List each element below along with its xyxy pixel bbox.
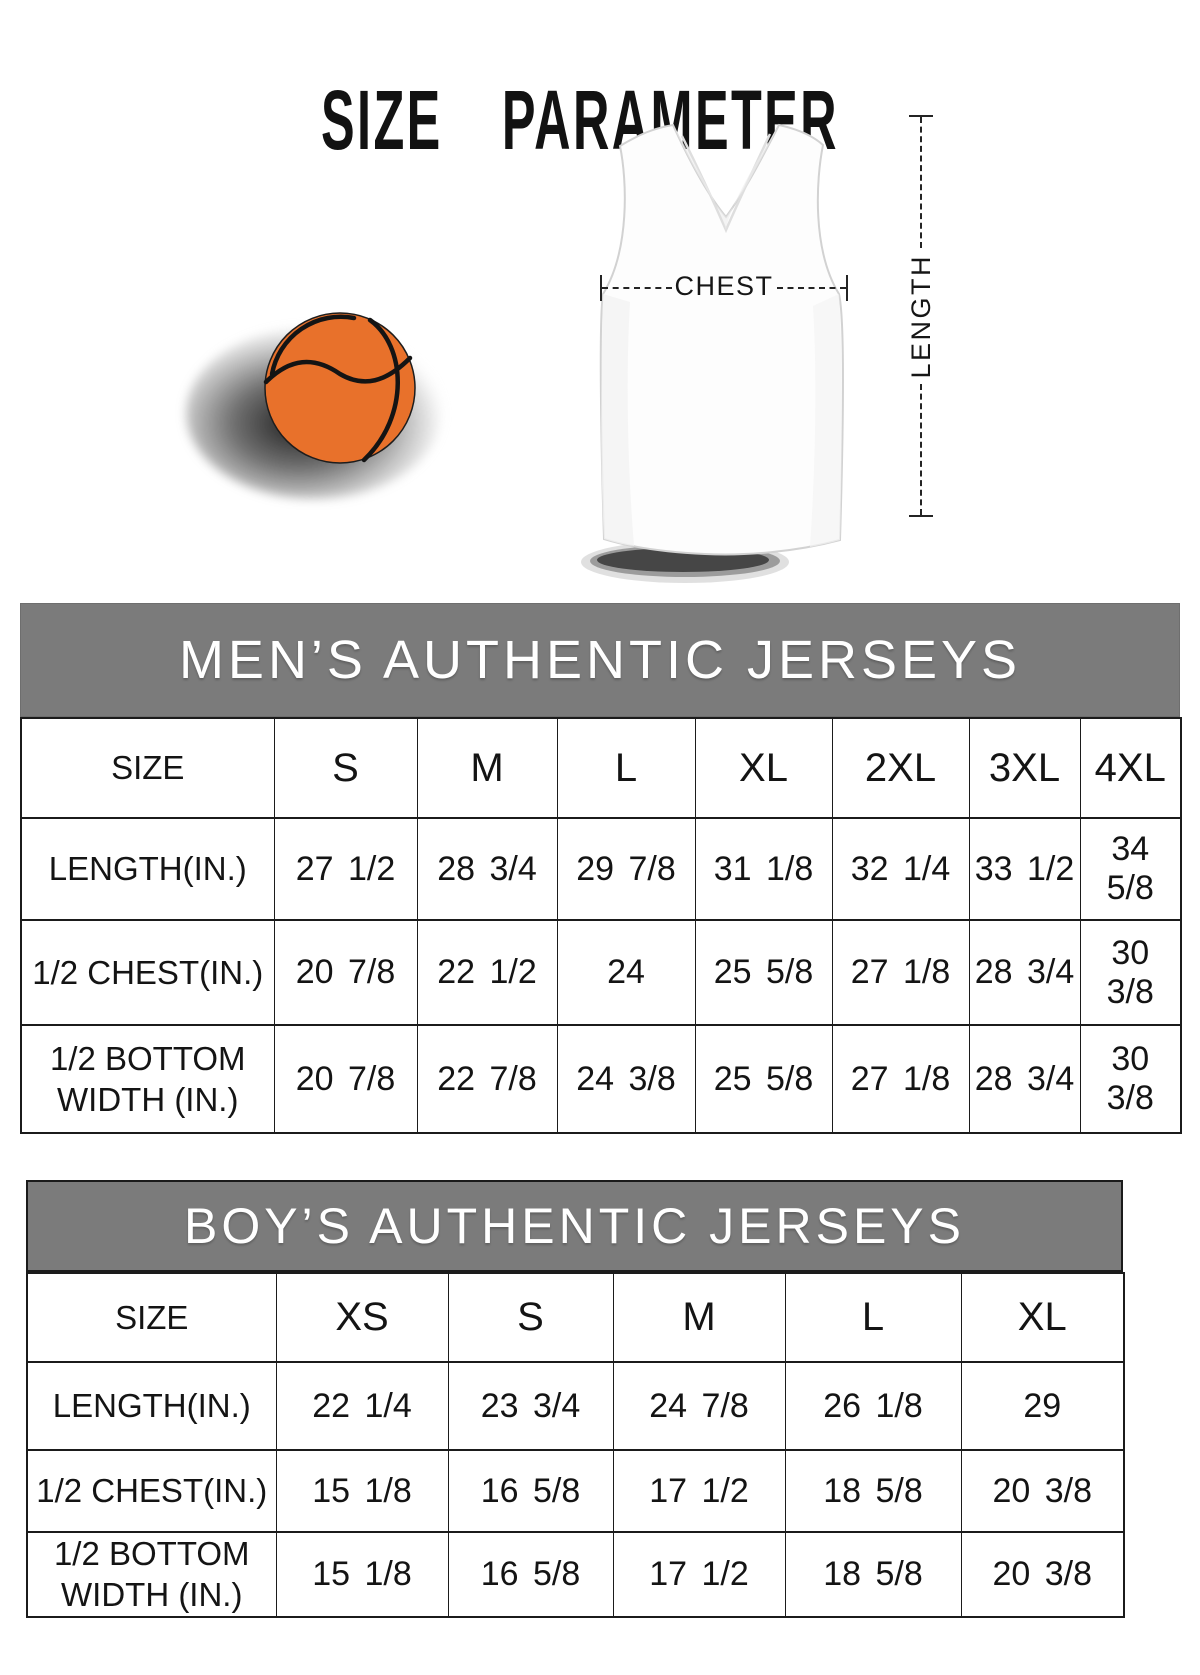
table-header-row: SIZE S M L XL 2XL 3XL 4XL (20, 717, 1182, 819)
table-cell: 20 3/8 (960, 1449, 1125, 1533)
table-cell: 28 3/4 (416, 817, 558, 921)
table-cell: 17 1/2 (612, 1531, 786, 1618)
table-cell: 29 7/8 (556, 817, 696, 921)
table-row: 1/2 CHEST(IN.) 20 7/8 22 1/2 24 25 5/8 2… (20, 919, 1182, 1026)
boys-table-title: BOY’S AUTHENTIC JERSEYS (26, 1180, 1123, 1272)
chest-tick-right (846, 275, 849, 301)
table-cell: 15 1/8 (275, 1531, 449, 1618)
table-cell: 18 5/8 (784, 1449, 962, 1533)
length-tick-top (909, 115, 933, 117)
column-header: XS (275, 1272, 449, 1363)
table-cell: 25 5/8 (694, 1024, 833, 1134)
table-cell: 28 3/4 (968, 1024, 1081, 1134)
table-cell: 27 1/8 (831, 919, 970, 1026)
table-cell: 18 5/8 (784, 1531, 962, 1618)
column-header: S (273, 717, 418, 819)
table-header-row: SIZE XS S M L XL (26, 1272, 1125, 1363)
mens-size-table: SIZE S M L XL 2XL 3XL 4XL LENGTH(IN.) 27… (20, 717, 1182, 1134)
table-row: 1/2 CHEST(IN.) 15 1/8 16 5/8 17 1/2 18 5… (26, 1449, 1125, 1533)
length-dash-bottom (920, 384, 922, 515)
table-cell: 27 1/2 (273, 817, 418, 921)
table-cell: 32 1/4 (831, 817, 970, 921)
column-header: 3XL (968, 717, 1081, 819)
chest-tick-left (600, 275, 602, 301)
table-cell: 33 1/2 (968, 817, 1081, 921)
column-header: 4XL (1079, 717, 1182, 819)
table-cell: 22 7/8 (416, 1024, 558, 1134)
length-tick-bottom (909, 515, 933, 517)
table-cell: 23 3/4 (447, 1361, 614, 1451)
table-cell: 16 5/8 (447, 1531, 614, 1618)
table-cell: 29 (960, 1361, 1125, 1451)
basketball-icon (263, 312, 416, 464)
row-label: 1/2 BOTTOM WIDTH (IN.) (20, 1024, 275, 1134)
chest-dash-left (602, 287, 672, 289)
mens-table-title: MEN’S AUTHENTIC JERSEYS (20, 603, 1180, 717)
column-header: 2XL (831, 717, 970, 819)
table-cell: 25 5/8 (694, 919, 833, 1026)
table-row: 1/2 BOTTOM WIDTH (IN.) 20 7/8 22 7/8 24 … (20, 1024, 1182, 1134)
column-header: L (784, 1272, 962, 1363)
row-label: LENGTH(IN.) (20, 817, 275, 921)
table-cell: 17 1/2 (612, 1449, 786, 1533)
column-header: L (556, 717, 696, 819)
column-header: XL (960, 1272, 1125, 1363)
table-cell: 16 5/8 (447, 1449, 614, 1533)
row-label: 1/2 CHEST(IN.) (20, 919, 275, 1026)
chest-measure-line: CHEST (600, 270, 849, 303)
boys-size-table-section: BOY’S AUTHENTIC JERSEYS SIZE XS S M L XL… (26, 1180, 1125, 1618)
column-header: M (612, 1272, 786, 1363)
table-cell: 24 7/8 (612, 1361, 786, 1451)
table-cell: 24 (556, 919, 696, 1026)
row-label: 1/2 CHEST(IN.) (26, 1449, 277, 1533)
table-cell: 24 3/8 (556, 1024, 696, 1134)
table-cell: 15 1/8 (275, 1449, 449, 1533)
table-row: LENGTH(IN.) 27 1/2 28 3/4 29 7/8 31 1/8 … (20, 817, 1182, 921)
chest-dash-right (776, 287, 847, 289)
page-title: SIZE PARAMETER (321, 73, 839, 168)
length-label: LENGTH (905, 253, 936, 379)
column-header: SIZE (20, 717, 275, 819)
table-cell: 22 1/4 (275, 1361, 449, 1451)
column-header: XL (694, 717, 833, 819)
table-row: LENGTH(IN.) 22 1/4 23 3/4 24 7/8 26 1/8 … (26, 1361, 1125, 1451)
chest-label: CHEST (674, 270, 774, 301)
table-cell: 31 1/8 (694, 817, 833, 921)
table-cell: 22 1/2 (416, 919, 558, 1026)
table-cell: 26 1/8 (784, 1361, 962, 1451)
table-cell: 28 3/4 (968, 919, 1081, 1026)
table-cell: 20 7/8 (273, 919, 418, 1026)
jersey-icon (581, 123, 844, 583)
measurement-figure: CHEST LENGTH (0, 105, 1200, 585)
row-label: LENGTH(IN.) (26, 1361, 277, 1451)
table-cell: 34 5/8 (1079, 817, 1182, 921)
column-header: M (416, 717, 558, 819)
table-cell: 27 1/8 (831, 1024, 970, 1134)
column-header: SIZE (26, 1272, 277, 1363)
table-cell: 20 3/8 (960, 1531, 1125, 1618)
table-row: 1/2 BOTTOM WIDTH (IN.) 15 1/8 16 5/8 17 … (26, 1531, 1125, 1618)
length-measure-line: LENGTH (905, 115, 936, 517)
table-cell: 30 3/8 (1079, 919, 1182, 1026)
column-header: S (447, 1272, 614, 1363)
mens-size-table-section: MEN’S AUTHENTIC JERSEYS SIZE S M L XL 2X… (20, 603, 1182, 1134)
table-cell: 30 3/8 (1079, 1024, 1182, 1134)
table-cell: 20 7/8 (273, 1024, 418, 1134)
length-dash-top (920, 117, 922, 248)
boys-size-table: SIZE XS S M L XL LENGTH(IN.) 22 1/4 23 3… (26, 1272, 1125, 1618)
row-label: 1/2 BOTTOM WIDTH (IN.) (26, 1531, 277, 1618)
